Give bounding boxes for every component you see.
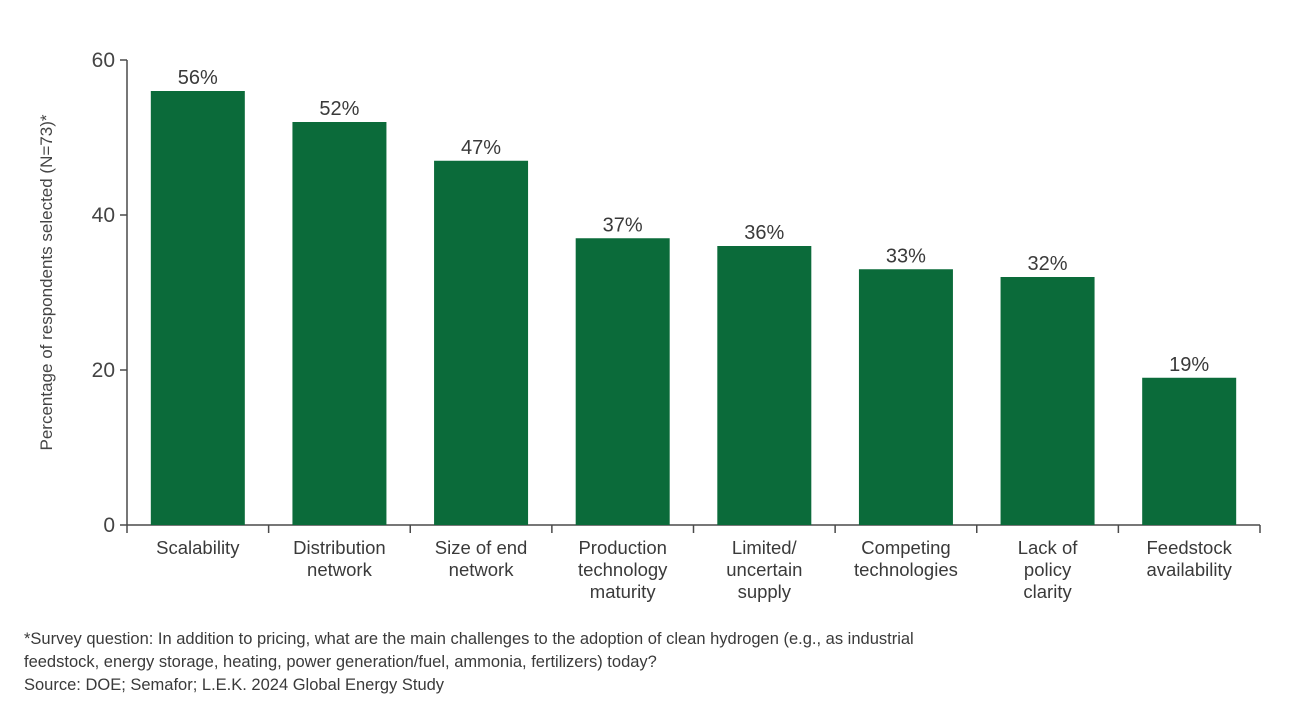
x-category-label: Feedstock availability	[1147, 537, 1233, 580]
y-tick-label: 40	[92, 204, 115, 227]
x-category-label: Production technology maturity	[578, 537, 668, 602]
chart-footnote: *Survey question: In addition to pricing…	[24, 628, 1274, 697]
x-category-label-line: Production	[578, 537, 666, 558]
x-category-label-line: technologies	[854, 559, 958, 580]
bar	[150, 91, 245, 525]
y-axis-title: Percentage of respondents selected (N=73…	[37, 114, 56, 450]
x-category-label-line: Lack of	[1018, 537, 1079, 558]
x-category-label-line: Scalability	[156, 537, 240, 558]
y-tick-label: 20	[92, 359, 115, 382]
x-category-label: Size of end network	[435, 537, 528, 580]
x-category-label: Competing technologies	[854, 537, 958, 580]
x-category-label-line: Distribution	[293, 537, 386, 558]
value-label: 33%	[886, 245, 926, 267]
bar	[858, 269, 953, 525]
source-note: Source: DOE; Semafor; L.E.K. 2024 Global…	[24, 676, 445, 694]
bar	[1142, 377, 1237, 525]
x-category-label-line: Limited/	[732, 537, 798, 558]
x-category-label-line: policy	[1024, 559, 1072, 580]
x-category-label-line: availability	[1147, 559, 1233, 580]
y-tick-label: 0	[103, 514, 115, 537]
x-category-label: Distribution network	[293, 537, 386, 580]
y-tick-label: 60	[92, 49, 115, 72]
bar	[292, 122, 387, 525]
x-category-label-line: network	[307, 559, 373, 580]
bar	[1000, 277, 1095, 525]
x-category-label: Limited/uncertain supply	[726, 537, 802, 602]
x-category-label-line: maturity	[590, 581, 657, 602]
footnote-line-1: *Survey question: In addition to pricing…	[24, 630, 914, 648]
value-label: 37%	[603, 214, 643, 236]
x-category-label-line: technology	[578, 559, 668, 580]
x-category-label-line: clarity	[1023, 581, 1072, 602]
bar	[575, 238, 670, 525]
x-category-label-line: network	[449, 559, 515, 580]
bar-chart: 0 20 40 60 Percentage of respondents selecte…	[37, 49, 1261, 602]
value-label: 52%	[319, 98, 359, 120]
x-category-label-line: Competing	[861, 537, 950, 558]
value-label: 47%	[461, 137, 501, 159]
x-category-label-line: Feedstock	[1147, 537, 1233, 558]
value-label: 32%	[1028, 253, 1068, 275]
value-label: 36%	[744, 222, 784, 244]
x-category-label-line: Size of end	[435, 537, 528, 558]
chart-bars	[150, 91, 1237, 525]
x-category-label-line: supply	[738, 581, 792, 602]
x-category-label-line: uncertain	[726, 559, 802, 580]
value-label: 56%	[178, 67, 218, 89]
value-label: 19%	[1169, 354, 1209, 376]
footnote-line-2: feedstock, energy storage, heating, powe…	[24, 653, 657, 671]
x-category-label: Scalability	[156, 537, 240, 558]
x-category-label: Lack of policy clarity	[1018, 537, 1079, 602]
bar	[717, 246, 812, 525]
bar	[434, 160, 529, 525]
